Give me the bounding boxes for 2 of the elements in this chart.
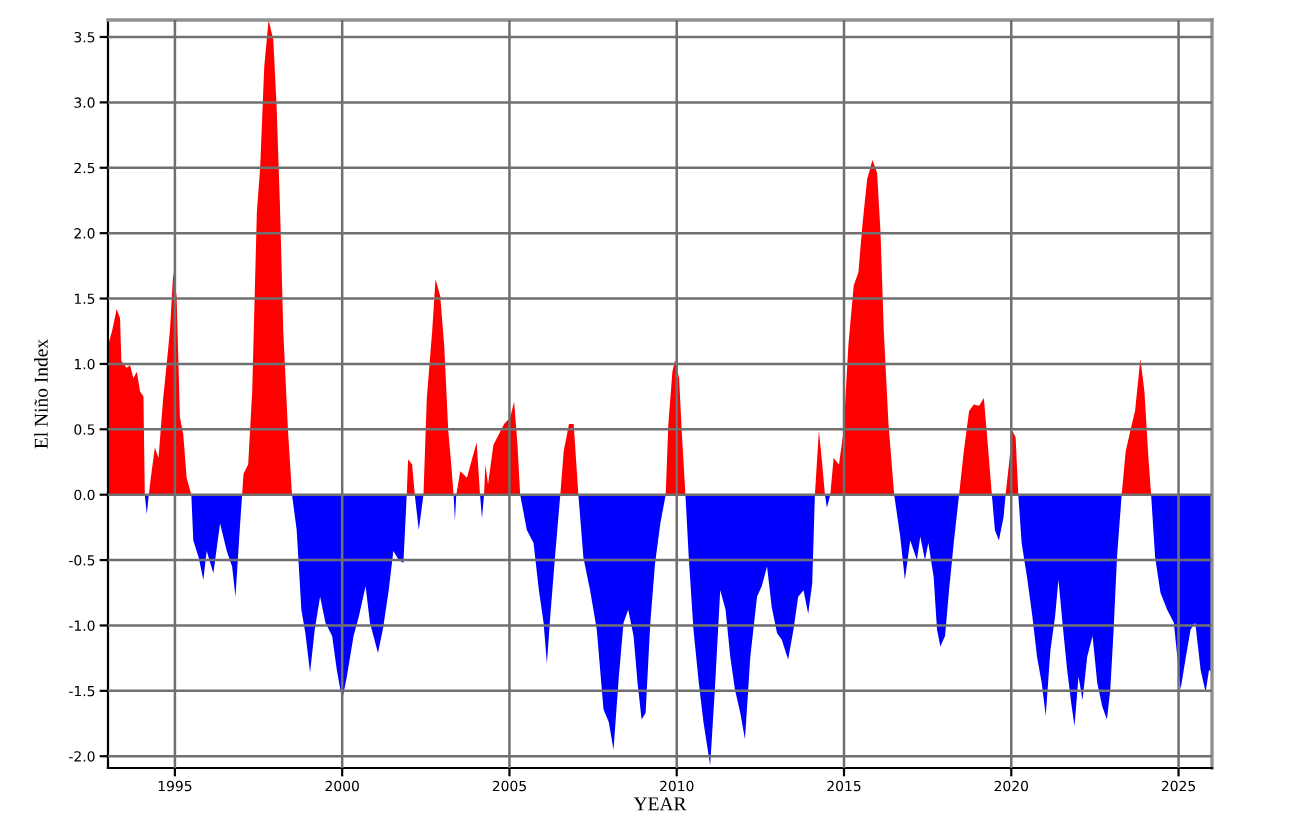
y-axis-title: El Niño Index [34, 339, 48, 449]
x-axis-title: YEAR [633, 797, 687, 811]
